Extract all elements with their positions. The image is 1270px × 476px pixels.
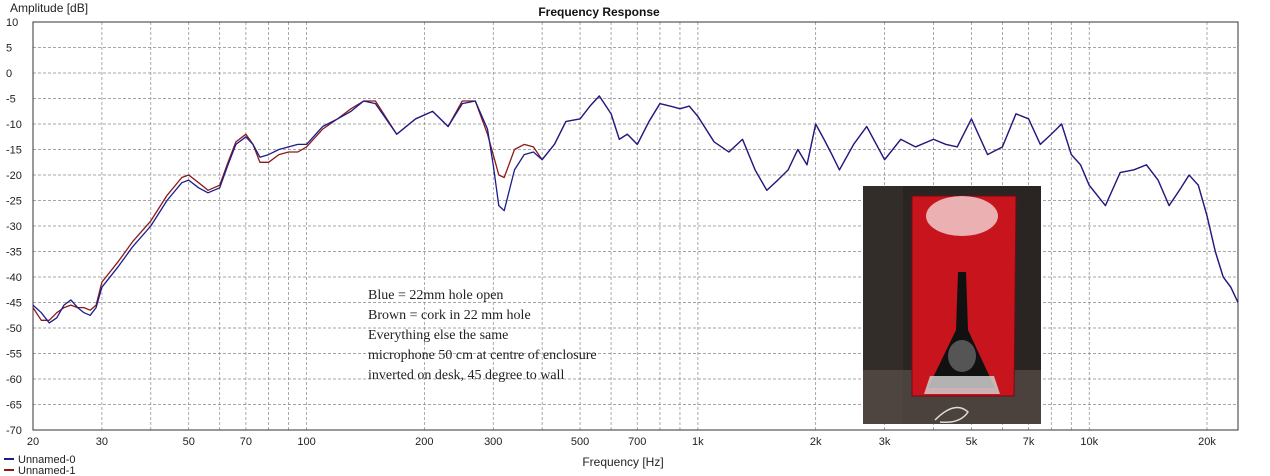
x-tick-label: 1k bbox=[692, 436, 704, 448]
x-tick-label: 2k bbox=[810, 436, 822, 448]
x-tick-label: 700 bbox=[628, 436, 646, 448]
x-tick-label: 20k bbox=[1198, 436, 1216, 448]
x-tick-label: 500 bbox=[571, 436, 589, 448]
x-tick-label: 20 bbox=[27, 436, 39, 448]
annotation-line: Brown = cork in 22 mm hole bbox=[368, 308, 531, 323]
chart-title: Frequency Response bbox=[538, 5, 660, 19]
series-line-unnamed-1 bbox=[32, 95, 1239, 321]
x-tick-label: 30 bbox=[96, 436, 108, 448]
legend-entry: Unnamed-0 bbox=[18, 454, 75, 466]
x-tick-labels: 20 30 50 70 100 200 300 500 700 1k 2k 3k 5k 7k 10k 20k bbox=[27, 436, 1216, 448]
y-tick-label: -65 bbox=[6, 400, 22, 412]
x-tick-label: 3k bbox=[879, 436, 891, 448]
y-tick-label: -60 bbox=[6, 374, 22, 386]
driver-cone bbox=[948, 340, 976, 372]
y-tick-label: -55 bbox=[6, 349, 22, 361]
series-line-unnamed-0 bbox=[32, 95, 1239, 324]
x-tick-label: 7k bbox=[1023, 436, 1035, 448]
x-tick-label: 5k bbox=[966, 436, 978, 448]
legend: Unnamed-0 Unnamed-1 bbox=[4, 454, 75, 476]
x-tick-label: 10k bbox=[1080, 436, 1098, 448]
x-tick-label: 50 bbox=[183, 436, 195, 448]
y-tick-label: -45 bbox=[6, 298, 22, 310]
annotation-line: Blue = 22mm hole open bbox=[368, 288, 503, 303]
legend-entry: Unnamed-1 bbox=[18, 465, 75, 476]
y-tick-label: -15 bbox=[6, 145, 22, 157]
x-tick-label: 200 bbox=[415, 436, 433, 448]
annotation-block: Blue = 22mm hole open Brown = cork in 22… bbox=[368, 288, 597, 383]
y-tick-label: 0 bbox=[6, 68, 12, 80]
x-tick-label: 300 bbox=[484, 436, 502, 448]
y-tick-label: -30 bbox=[6, 221, 22, 233]
y-tick-label: -5 bbox=[6, 94, 16, 106]
y-tick-label: 10 bbox=[6, 17, 18, 29]
y-tick-label: -70 bbox=[6, 425, 22, 437]
y-tick-label: -40 bbox=[6, 272, 22, 284]
x-tick-label: 70 bbox=[240, 436, 252, 448]
annotation-line: inverted on desk, 45 degree to wall bbox=[368, 368, 564, 383]
y-axis-label: Amplitude [dB] bbox=[10, 1, 88, 15]
annotation-line: microphone 50 cm at centre of enclosure bbox=[368, 348, 597, 363]
y-tick-label: -35 bbox=[6, 247, 22, 259]
speaker-photo bbox=[863, 186, 1041, 424]
y-tick-label: -25 bbox=[6, 196, 22, 208]
y-tick-label: -50 bbox=[6, 323, 22, 335]
y-tick-labels: 10 5 0 -5 -10 -15 -20 -25 -30 -35 -40 -45 -50 -55 -60 -… bbox=[6, 17, 22, 437]
horn-slot bbox=[928, 272, 995, 388]
y-tick-label: 5 bbox=[6, 43, 12, 55]
y-tick-label: -10 bbox=[6, 119, 22, 131]
x-axis-label: Frequency [Hz] bbox=[582, 455, 663, 469]
cable bbox=[934, 406, 969, 424]
series-lines bbox=[32, 95, 1239, 324]
y-tick-label: -20 bbox=[6, 170, 22, 182]
plot-frame bbox=[32, 21, 1239, 431]
plot-grid bbox=[33, 22, 1238, 430]
annotation-line: Everything else the same bbox=[368, 328, 508, 343]
x-tick-label: 100 bbox=[297, 436, 315, 448]
